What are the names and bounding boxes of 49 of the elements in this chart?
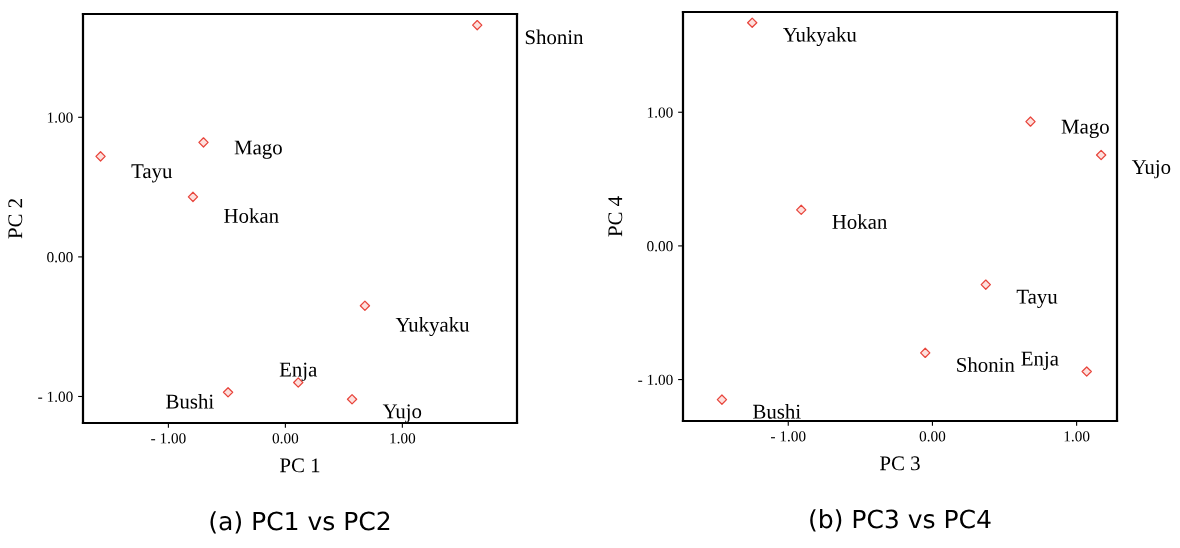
text: (b) PC3 vs PC4: [810, 509, 991, 532]
y-tick-label: - 1.00: [38, 391, 73, 402]
annotation: Mago: [234, 140, 282, 159]
y-axis-title: PC 4: [608, 196, 623, 237]
text: (a) PC1 vs PC2: [210, 511, 390, 534]
annotation: Hokan: [224, 208, 279, 223]
point: [1025, 116, 1036, 127]
x-tick-label: 1.00: [390, 433, 416, 444]
y-tick-label: 0.00: [47, 252, 73, 263]
annotation: Yukyaku: [395, 317, 470, 337]
annotation: Yukyaku: [783, 27, 857, 47]
point: [716, 394, 728, 405]
annotation: Mago: [1061, 119, 1109, 138]
x-tick-label: 0.00: [272, 433, 299, 444]
point: [471, 19, 483, 31]
point: [980, 279, 992, 290]
point: [359, 300, 371, 311]
annotation: Yujo: [1131, 160, 1171, 179]
annotation: Enja: [279, 362, 318, 381]
annotation: Yujo: [382, 404, 422, 423]
annotation: Shonin: [525, 29, 584, 45]
x-tick-label: 0.00: [919, 431, 946, 442]
point: [1081, 366, 1092, 377]
y-axis-title: PC 2: [8, 199, 23, 239]
point: [198, 137, 209, 148]
annotation: Bushi: [753, 404, 801, 419]
point: [222, 387, 234, 398]
x-tick-label: - 1.00: [771, 431, 806, 442]
annotation: Hokan: [832, 214, 888, 229]
x-axis-title: PC 1: [280, 458, 320, 473]
y-tick-label: 0.00: [647, 241, 673, 252]
annotation: Tayu: [1016, 289, 1058, 308]
point: [796, 204, 807, 216]
y-tick-label: 1.00: [47, 112, 73, 123]
point: [920, 347, 931, 359]
point: [346, 394, 358, 405]
point: [187, 191, 199, 203]
y-tick-label: 1.00: [647, 107, 673, 118]
annotation: Shonin: [957, 357, 1015, 372]
x-axis-title: PC 3: [880, 456, 920, 471]
point: [1095, 149, 1107, 161]
point: [746, 17, 758, 28]
annotation: Bushi: [166, 393, 214, 409]
x-tick-label: - 1.00: [151, 433, 186, 444]
annotation: Tayu: [131, 164, 173, 183]
point: [95, 151, 106, 162]
x-tick-label: 1.00: [1064, 431, 1090, 442]
y-tick-label: - 1.00: [638, 374, 673, 386]
annotation: Enja: [1021, 351, 1059, 370]
